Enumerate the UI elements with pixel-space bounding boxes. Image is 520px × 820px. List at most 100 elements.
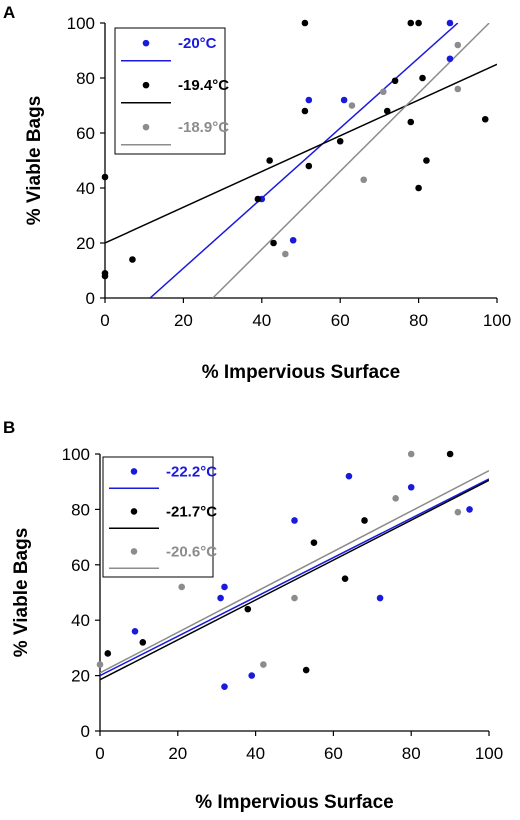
trend-line-series-2 (100, 479, 489, 681)
data-point-series-1 (305, 96, 313, 104)
y-axis-title: % Viable Bags (24, 96, 45, 226)
data-point-series-3 (454, 508, 462, 516)
data-point-series-1 (376, 594, 384, 602)
trend-line-series-3 (212, 23, 490, 298)
data-point-series-2 (139, 639, 147, 646)
data-point-series-2 (407, 118, 415, 126)
y-axis-title: % Viable Bags (11, 528, 32, 658)
data-point-series-3 (392, 495, 399, 502)
data-point-series-2 (336, 137, 344, 145)
data-point-series-1 (340, 96, 348, 104)
data-point-series-2 (341, 575, 349, 582)
data-point-series-2 (407, 19, 415, 27)
data-point-series-2 (254, 195, 262, 203)
data-point-series-2 (101, 173, 109, 181)
data-point-series-2 (305, 162, 313, 170)
legend-marker-series-1 (130, 468, 138, 475)
trend-line-series-1 (100, 478, 489, 677)
y-tick-label: 20 (71, 667, 90, 686)
x-tick-label: 80 (409, 311, 428, 330)
data-point-series-2 (270, 239, 277, 247)
y-tick-label: 20 (76, 234, 95, 253)
legend: -20°C -19.4°C -18.9°C (114, 27, 229, 155)
trend-line-series-1 (149, 23, 459, 298)
legend-marker-series-2 (130, 508, 138, 515)
data-point-series-3 (96, 661, 104, 668)
legend-box (114, 27, 226, 155)
data-point-series-2 (302, 666, 310, 674)
data-point-series-2 (301, 19, 309, 27)
y-tick-label: 60 (71, 556, 90, 575)
panel-label: A (3, 3, 15, 22)
legend-label-series-2: -19.4°C (178, 77, 229, 94)
x-tick-label: 0 (95, 744, 104, 763)
data-point-series-1 (289, 236, 297, 244)
data-point-series-2 (361, 517, 368, 524)
data-point-series-2 (481, 115, 489, 123)
data-point-series-3 (291, 594, 298, 602)
data-point-series-1 (291, 517, 298, 524)
data-point-series-1 (248, 672, 256, 679)
data-point-series-2 (391, 77, 399, 85)
data-point-series-1 (466, 506, 473, 513)
data-point-series-1 (131, 627, 139, 635)
x-tick-label: 0 (100, 311, 109, 330)
data-point-series-3 (178, 583, 185, 591)
x-axis-title: % Impervious Surface (195, 792, 394, 813)
legend-marker-series-3 (142, 123, 150, 131)
x-tick-label: 20 (174, 311, 193, 330)
data-point-series-2 (446, 450, 454, 458)
x-tick-label: 80 (402, 744, 421, 763)
data-point-series-3 (454, 85, 462, 93)
data-point-series-3 (454, 41, 462, 49)
data-point-series-1 (446, 19, 454, 27)
legend-marker-series-1 (142, 39, 150, 47)
y-tick-label: 40 (71, 611, 90, 630)
legend-box (102, 456, 214, 578)
legend-label-series-1: -20°C (178, 35, 217, 52)
data-point-series-1 (217, 594, 224, 602)
data-point-series-2 (383, 107, 391, 115)
legend-label-series-3: -20.6°C (166, 543, 217, 560)
data-point-series-2 (415, 19, 422, 27)
data-point-series-2 (129, 256, 136, 263)
data-point-series-3 (348, 102, 356, 109)
data-point-series-2 (301, 107, 309, 115)
data-point-series-3 (380, 88, 387, 96)
legend-label-series-1: -22.2°C (166, 463, 217, 480)
x-tick-label: 60 (324, 744, 343, 763)
data-point-series-2 (266, 157, 273, 164)
y-tick-label: 0 (86, 289, 95, 308)
data-point-series-2 (423, 157, 430, 164)
data-point-series-3 (407, 450, 415, 458)
x-tick-label: 40 (252, 311, 271, 330)
data-point-series-2 (415, 184, 422, 192)
data-point-series-1 (407, 483, 415, 491)
legend-marker-series-3 (130, 548, 138, 555)
y-tick-label: 100 (62, 445, 90, 464)
x-tick-label: 100 (483, 311, 511, 330)
data-point-series-2 (244, 605, 252, 613)
data-point-series-2 (310, 539, 318, 546)
x-axis-title: % Impervious Surface (202, 362, 401, 383)
data-point-series-1 (221, 583, 228, 591)
x-tick-label: 60 (331, 311, 350, 330)
trend-line-series-3 (100, 469, 489, 674)
legend-label-series-3: -18.9°C (178, 119, 229, 136)
y-tick-label: 80 (71, 500, 90, 519)
data-point-series-2 (419, 74, 426, 82)
trend-line-series-2 (105, 63, 497, 244)
y-tick-label: 100 (67, 14, 95, 33)
chart-panel-A: A 0 20 40 60 80 100 0 20 40 60 80 100 % Impervious Su… (3, 3, 511, 383)
legend-label-series-2: -21.7°C (166, 503, 217, 520)
data-point-series-1 (345, 472, 353, 480)
y-tick-label: 40 (76, 179, 95, 198)
data-point-series-2 (101, 272, 109, 280)
data-point-series-3 (282, 250, 289, 258)
x-tick-label: 20 (168, 744, 187, 763)
y-tick-label: 60 (76, 124, 95, 143)
data-point-series-2 (104, 650, 112, 657)
data-point-series-3 (260, 661, 267, 668)
x-tick-label: 40 (246, 744, 265, 763)
